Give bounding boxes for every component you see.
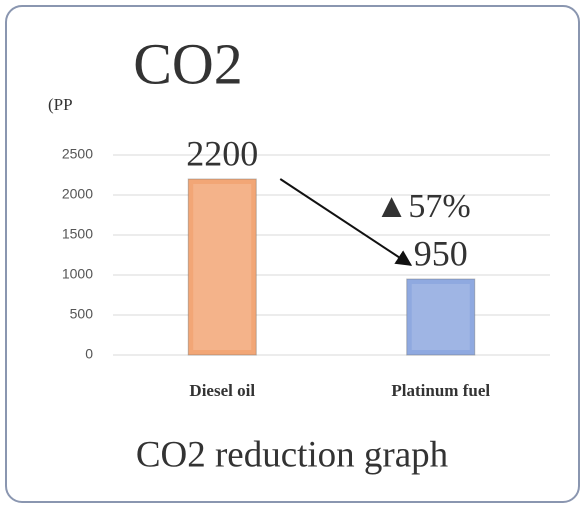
- y-axis-label: (PP: [48, 95, 73, 114]
- bar-bevel: [411, 284, 470, 350]
- arrow: [279, 178, 413, 266]
- chart-title: CO2: [133, 31, 243, 96]
- bar-bevel: [193, 184, 252, 350]
- x-tick-label: Platinum fuel: [391, 381, 490, 400]
- y-tick-label: 1500: [62, 226, 93, 242]
- bar: [406, 278, 476, 356]
- data-label: 2200: [186, 133, 258, 173]
- data-label: 950: [414, 233, 468, 273]
- x-tick-label: Diesel oil: [189, 381, 255, 400]
- caption: CO2 reduction graph: [136, 434, 449, 475]
- y-tick-label: 2000: [62, 186, 93, 202]
- annotation: ▲57%: [375, 188, 471, 225]
- y-tick-label: 0: [85, 346, 93, 362]
- y-tick-label: 500: [70, 306, 94, 322]
- bar: [187, 178, 257, 356]
- y-tick-label: 2500: [62, 146, 93, 162]
- frame: [5, 5, 580, 503]
- y-tick-label: 1000: [62, 266, 93, 282]
